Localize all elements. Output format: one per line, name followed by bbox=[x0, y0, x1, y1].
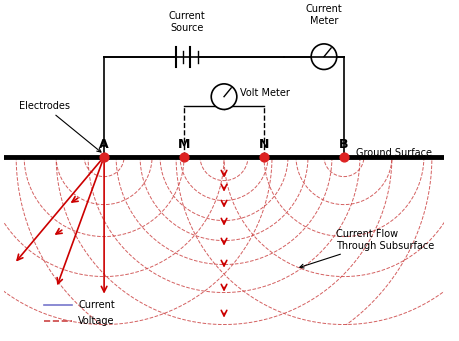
Point bbox=[180, 154, 188, 159]
Text: Ground Surface: Ground Surface bbox=[356, 148, 432, 159]
Point bbox=[340, 154, 347, 159]
Text: Voltage: Voltage bbox=[78, 315, 115, 326]
Text: Current: Current bbox=[78, 299, 115, 310]
Text: Electrodes: Electrodes bbox=[19, 101, 101, 152]
Circle shape bbox=[211, 84, 237, 109]
Text: Current Flow
Through Subsurface: Current Flow Through Subsurface bbox=[300, 229, 434, 268]
Point bbox=[101, 154, 108, 159]
Point bbox=[260, 154, 268, 159]
Text: A: A bbox=[99, 138, 109, 151]
Text: Current
Meter: Current Meter bbox=[306, 4, 342, 26]
Text: Volt Meter: Volt Meter bbox=[240, 88, 290, 98]
Text: B: B bbox=[339, 138, 349, 151]
Text: M: M bbox=[178, 138, 190, 151]
Text: Current
Source: Current Source bbox=[168, 11, 205, 33]
Text: N: N bbox=[259, 138, 269, 151]
